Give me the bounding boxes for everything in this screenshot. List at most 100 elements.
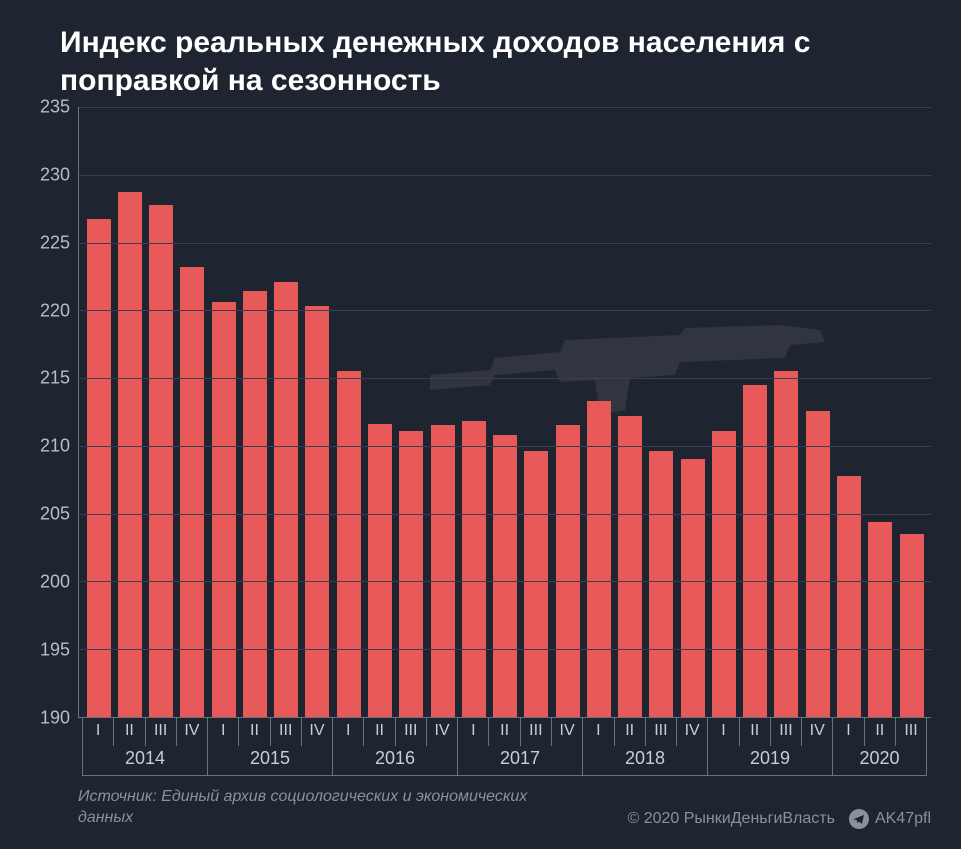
bar [649,451,673,717]
bar-slot [239,107,270,717]
x-quarter-label: IV [301,718,332,746]
x-quarter-label: III [770,718,801,746]
bar [837,476,861,717]
bar-slot [521,107,552,717]
bar-slot [802,107,833,717]
x-year-label: 2020 [832,746,927,776]
bar-slot [552,107,583,717]
y-tick-label: 230 [40,164,70,185]
bar [243,291,267,717]
bar [431,425,455,716]
x-axis-quarters: IIIIIIIVIIIIIIIVIIIIIIIVIIIIIIIVIIIIIIIV… [78,718,931,746]
gridline [79,514,931,515]
bar [774,371,798,717]
bar-slot [271,107,302,717]
x-year-label: 2014 [82,746,207,776]
bar [743,385,767,717]
bar [149,205,173,717]
bar [587,401,611,717]
x-quarter-label: I [457,718,488,746]
gridline [79,378,931,379]
x-year-label: 2016 [332,746,457,776]
bar [337,371,361,717]
chart-footer: Источник: Единый архив социологических и… [30,786,931,829]
x-year-label: 2017 [457,746,582,776]
x-quarter-label: III [645,718,676,746]
x-quarter-label: I [82,718,113,746]
telegram-handle: AK47pfl [875,810,931,828]
source-text: Источник: Единый архив социологических и… [78,786,538,829]
x-quarter-label: III [895,718,927,746]
x-quarter-label: II [864,718,895,746]
bar-slot [458,107,489,717]
y-tick-label: 205 [40,504,70,525]
x-quarter-label: III [520,718,551,746]
y-tick-label: 210 [40,436,70,457]
x-axis-years: 2014201520162017201820192020 [78,746,931,776]
bar-slot [208,107,239,717]
x-quarter-label: I [582,718,613,746]
bars [79,107,931,717]
bar [556,425,580,716]
bar [87,219,111,716]
credits: © 2020 РынкиДеньгиВласть AK47pfl [627,809,931,829]
x-quarter-label: I [332,718,363,746]
bar [274,282,298,717]
x-year-label: 2019 [707,746,832,776]
x-quarter-label: IV [801,718,832,746]
gridline [79,310,931,311]
x-quarter-label: IV [176,718,207,746]
y-tick-label: 200 [40,572,70,593]
bar [305,306,329,717]
plot-region: 190195200205210215220225230235 [30,107,931,718]
y-tick-label: 195 [40,639,70,660]
bar-slot [615,107,646,717]
bar-slot [333,107,364,717]
gridline [79,581,931,582]
chart-area: 190195200205210215220225230235 IIIIIIIVI… [30,107,931,776]
x-quarter-label: II [739,718,770,746]
bar [712,431,736,717]
bar [399,431,423,717]
gridline [79,446,931,447]
gridline [79,175,931,176]
y-axis: 190195200205210215220225230235 [30,107,78,718]
x-quarter-label: II [614,718,645,746]
copyright-text: © 2020 РынкиДеньгиВласть [627,810,834,828]
x-quarter-label: III [270,718,301,746]
y-tick-label: 225 [40,232,70,253]
gridline [79,243,931,244]
telegram-icon [849,809,869,829]
bar-slot [396,107,427,717]
bar-slot [865,107,896,717]
x-quarter-label: I [207,718,238,746]
bar-slot [771,107,802,717]
x-axis: IIIIIIIVIIIIIIIVIIIIIIIVIIIIIIIVIIIIIIIV… [78,718,931,776]
bar [368,424,392,717]
y-tick-label: 220 [40,300,70,321]
x-quarter-label: II [363,718,394,746]
bar-slot [146,107,177,717]
x-quarter-label: III [145,718,176,746]
bar-slot [83,107,114,717]
bar-slot [489,107,520,717]
bar-slot [302,107,333,717]
bar [493,435,517,717]
bars-wrapper [78,107,931,718]
bar [681,459,705,716]
gridline [79,107,931,108]
chart-title: Индекс реальных денежных доходов населен… [30,24,931,99]
bar-slot [646,107,677,717]
bar [900,534,924,717]
x-quarter-label: IV [676,718,707,746]
x-quarter-label: I [832,718,863,746]
x-quarter-label: I [707,718,738,746]
bar-slot [364,107,395,717]
bar [806,411,830,717]
bar-slot [740,107,771,717]
x-quarter-label: IV [551,718,582,746]
x-year-label: 2015 [207,746,332,776]
telegram-group: AK47pfl [849,809,931,829]
x-quarter-label: IV [426,718,457,746]
x-quarter-label: III [395,718,426,746]
